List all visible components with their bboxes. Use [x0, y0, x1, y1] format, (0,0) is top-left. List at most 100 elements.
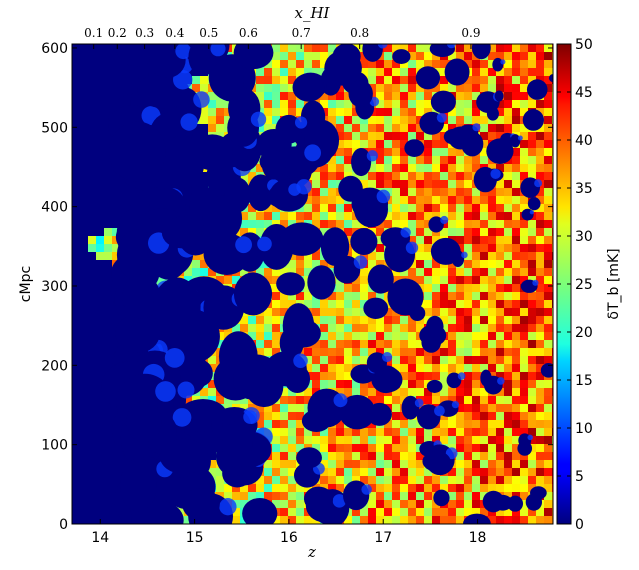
heatmap-cell — [264, 492, 272, 500]
heatmap-cell — [80, 68, 88, 76]
heatmap-cell — [512, 420, 520, 428]
heatmap-cell — [360, 68, 368, 76]
heatmap-cell — [544, 204, 552, 212]
heatmap-cell — [480, 324, 488, 332]
heatmap-cell — [72, 244, 80, 252]
heatmap-cell — [424, 356, 432, 364]
heatmap-cell — [432, 300, 440, 308]
heatmap-cell — [104, 204, 112, 212]
heatmap-cell — [104, 308, 112, 316]
heatmap-cell — [456, 468, 464, 476]
heatmap-cell — [384, 340, 392, 348]
heatmap-cell — [424, 300, 432, 308]
heatmap-cell — [488, 268, 496, 276]
heatmap-cell — [464, 492, 472, 500]
heatmap-cell — [496, 332, 504, 340]
heatmap-cell — [528, 364, 536, 372]
heatmap-cell — [520, 228, 528, 236]
heatmap-cell — [304, 60, 312, 68]
heatmap-cell — [464, 100, 472, 108]
heatmap-cell — [472, 396, 480, 404]
heatmap-cell — [280, 420, 288, 428]
heatmap-cell — [80, 52, 88, 60]
heatmap-cell — [272, 52, 280, 60]
heatmap-cell — [104, 68, 112, 76]
heatmap-cell — [448, 268, 456, 276]
heatmap-cell — [336, 132, 344, 140]
heatmap-cell — [456, 308, 464, 316]
heatmap-cell — [520, 476, 528, 484]
heatmap-cell — [288, 44, 296, 52]
heatmap-cell — [528, 316, 536, 324]
heatmap-cell — [192, 180, 200, 188]
ionized-bubble — [182, 488, 220, 521]
heatmap-cell — [520, 124, 528, 132]
heatmap-cell — [328, 100, 336, 108]
heatmap-cell — [448, 420, 456, 428]
heatmap-cell — [520, 148, 528, 156]
heatmap-cell — [448, 260, 456, 268]
heatmap-cell — [104, 508, 112, 516]
heatmap-cell — [448, 332, 456, 340]
heatmap-cell — [432, 260, 440, 268]
heatmap-cell — [256, 420, 264, 428]
heatmap-cell — [520, 244, 528, 252]
heatmap-cell — [200, 172, 208, 180]
heatmap-cell — [520, 356, 528, 364]
ionized-bubble — [548, 74, 553, 82]
heatmap-cell — [272, 412, 280, 420]
heatmap-cell — [376, 84, 384, 92]
heatmap-cell — [80, 388, 88, 396]
heatmap-cell — [544, 116, 552, 124]
heatmap-cell — [320, 428, 328, 436]
heatmap-cell — [456, 100, 464, 108]
heatmap-cell — [216, 396, 224, 404]
heatmap-cell — [280, 308, 288, 316]
heatmap-cell — [344, 476, 352, 484]
heatmap-cell — [80, 308, 88, 316]
heatmap-cell — [336, 204, 344, 212]
heatmap-cell — [392, 276, 400, 284]
heatmap-cell — [520, 260, 528, 268]
heatmap-cell — [328, 308, 336, 316]
heatmap-cell — [304, 52, 312, 60]
ionized-bubble — [366, 352, 388, 374]
heatmap-cell — [96, 220, 104, 228]
heatmap-cell — [416, 476, 424, 484]
heatmap-cell — [272, 428, 280, 436]
heatmap-cell — [408, 476, 416, 484]
heatmap-cell — [336, 292, 344, 300]
heatmap-cell — [272, 284, 280, 292]
heatmap-cell — [216, 484, 224, 492]
heatmap-cell — [416, 188, 424, 196]
heatmap-cell — [440, 156, 448, 164]
heatmap-cell — [528, 44, 536, 52]
heatmap-cell — [344, 100, 352, 108]
heatmap-cell — [88, 252, 96, 260]
heatmap-cell — [304, 356, 312, 364]
heatmap-cell — [368, 116, 376, 124]
heatmap-cell — [448, 396, 456, 404]
heatmap-cell — [192, 268, 200, 276]
heatmap-cell — [408, 468, 416, 476]
heatmap-cell — [80, 380, 88, 388]
heatmap-cell — [304, 68, 312, 76]
heatmap-cell — [232, 492, 240, 500]
heatmap-cell — [184, 516, 192, 524]
heatmap-cell — [448, 52, 456, 60]
heatmap-cell — [416, 268, 424, 276]
heatmap-cell — [384, 444, 392, 452]
heatmap-cell — [208, 452, 216, 460]
heatmap-cell — [408, 372, 416, 380]
heatmap-cell — [472, 348, 480, 356]
heatmap-cell — [504, 212, 512, 220]
heatmap-cell — [384, 420, 392, 428]
heatmap-cell — [456, 484, 464, 492]
heatmap-cell — [512, 92, 520, 100]
heatmap-cell — [336, 340, 344, 348]
heatmap-cell — [88, 228, 96, 236]
heatmap-cell — [72, 132, 80, 140]
heatmap-cell — [504, 388, 512, 396]
heatmap-cell — [320, 52, 328, 60]
heatmap-cell — [536, 388, 544, 396]
